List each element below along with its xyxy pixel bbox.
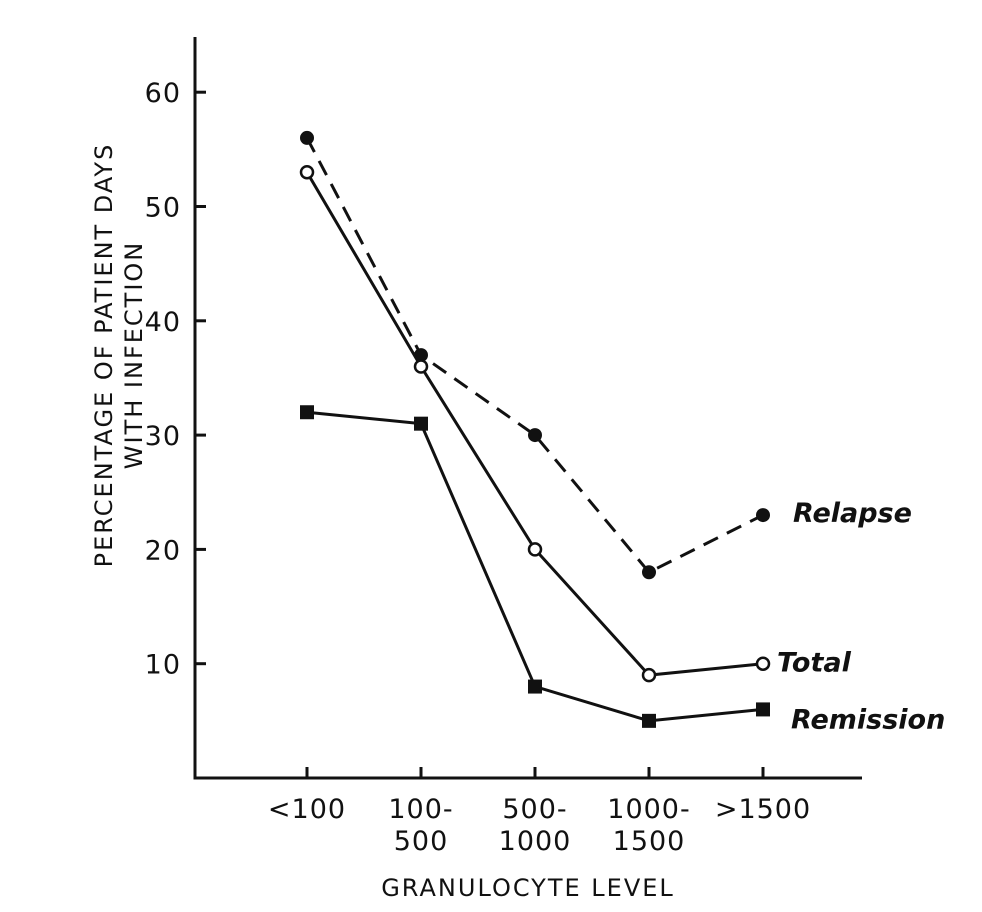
y-tick-label: 60 — [145, 78, 181, 109]
x-ticks: <100 100-500 500-1000 1000-1500 >1500 — [268, 767, 811, 857]
data-point-total — [527, 542, 543, 557]
labels: GRANULOCYTE LEVEL PERCENTAGE OF PATIENT D… — [90, 143, 675, 902]
data-point-total — [299, 164, 315, 180]
x-axis-label: GRANULOCYTE LEVEL — [381, 874, 675, 902]
data-point-remission — [300, 405, 314, 420]
y-axis-label: PERCENTAGE OF PATIENT DAYSWITH INFECTION — [90, 143, 148, 568]
data-point-remission — [528, 679, 542, 694]
data-point-remission — [642, 713, 656, 728]
series-line-total — [305, 171, 764, 677]
x-tick-label: <100 — [268, 794, 346, 825]
x-tick-label: 1000-1500 — [607, 794, 690, 857]
series-remission: Remission — [300, 405, 945, 735]
x-tick-label: 500-1000 — [499, 794, 572, 857]
data-point-relapse — [756, 508, 770, 523]
y-tick-label: 10 — [145, 650, 181, 681]
series-label-remission: Remission — [791, 704, 945, 735]
series-line-remission — [306, 410, 764, 723]
series-label-total: Total — [777, 648, 852, 679]
axes — [193, 37, 862, 780]
data-point-relapse — [528, 428, 542, 443]
axis-lines — [193, 37, 862, 780]
y-ticks: 10 20 30 40 50 60 — [145, 78, 206, 681]
data-point-total — [413, 359, 429, 374]
y-tick-label: 20 — [145, 535, 181, 566]
x-tick-label: >1500 — [715, 794, 811, 825]
y-tick-label: 50 — [145, 193, 181, 224]
series-label-relapse: Relapse — [793, 498, 912, 529]
y-tick-label: 40 — [145, 307, 181, 338]
series-group: Relapse Total Remission — [299, 130, 945, 735]
series-line-relapse — [305, 137, 764, 575]
y-tick-label: 30 — [145, 421, 181, 452]
data-point-remission — [756, 702, 770, 717]
data-point-total — [755, 656, 771, 671]
data-point-relapse — [642, 565, 656, 580]
series-relapse: Relapse — [300, 130, 912, 580]
data-point-total — [641, 667, 657, 683]
x-tick-label: 100-500 — [388, 794, 453, 857]
data-point-remission — [414, 416, 428, 431]
data-point-relapse — [300, 130, 314, 145]
series-total: Total — [299, 164, 852, 683]
